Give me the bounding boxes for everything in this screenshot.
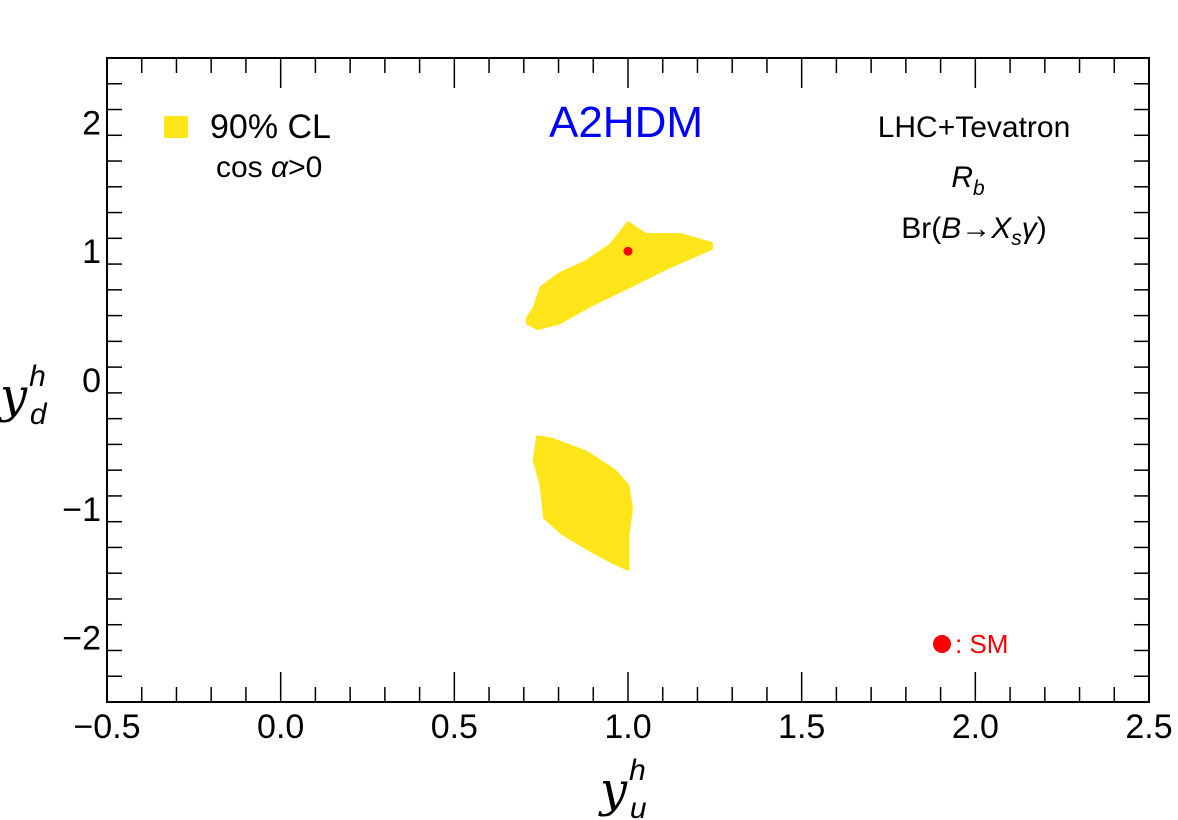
allowed-regions xyxy=(525,221,713,571)
y-tick-label: 0 xyxy=(82,362,101,400)
plot-frame xyxy=(106,57,1150,703)
x-tick-label: 0.5 xyxy=(431,708,478,746)
legend-sublabel: cos α>0 xyxy=(216,151,322,184)
sm-legend-label: : SM xyxy=(955,629,1008,659)
x-tick-label: −0.5 xyxy=(73,708,140,746)
x-tick-label: 1.0 xyxy=(604,708,651,746)
sm-legend-marker xyxy=(933,635,951,653)
tick-labels: −0.5 0.0 0.5 1.0 1.5 2.0 2.5 −2 −1 0 1 2 xyxy=(62,104,1172,746)
constraint-lhc-tevatron: LHC+Tevatron xyxy=(878,111,1071,144)
constraint-br-bsgamma: Br(B→Xsγ) xyxy=(901,212,1047,250)
legend-swatch xyxy=(164,116,188,138)
x-tick-label: 1.5 xyxy=(778,708,825,746)
legend-label: 90% CL xyxy=(210,108,331,146)
chart-title: A2HDM xyxy=(549,98,703,147)
lower-region xyxy=(532,435,633,571)
y-tick-label: −2 xyxy=(62,620,101,658)
upper-region xyxy=(525,221,713,330)
x-axis-label: yh u xyxy=(598,754,647,820)
y-tick-label: 2 xyxy=(82,104,101,142)
constraint-rb: Rb xyxy=(951,161,985,200)
x-tick-label: 2.5 xyxy=(1125,708,1172,746)
y-axis-label: yh d xyxy=(0,360,48,431)
sm-point xyxy=(623,246,633,256)
x-tick-label: 0.0 xyxy=(257,708,304,746)
x-tick-label: 2.0 xyxy=(952,708,999,746)
y-tick-label: 1 xyxy=(82,233,101,271)
y-tick-label: −1 xyxy=(62,491,101,529)
